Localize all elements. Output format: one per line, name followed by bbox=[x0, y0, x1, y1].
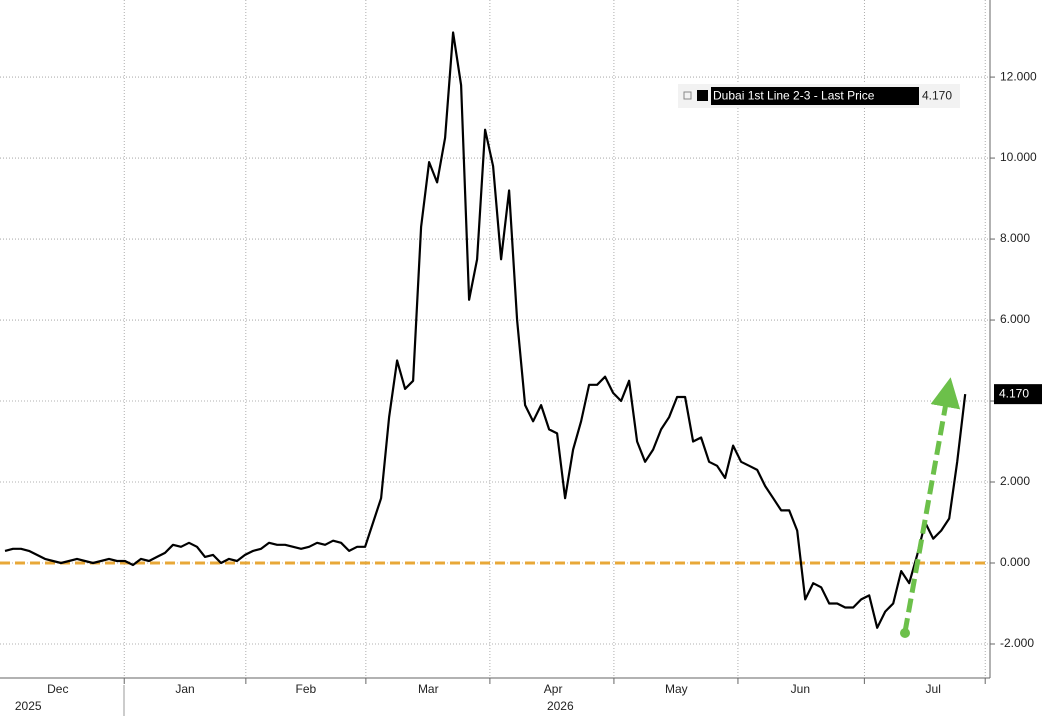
line-series bbox=[4, 31, 967, 629]
y-tick-label: -2.000 bbox=[1000, 636, 1034, 650]
annotation-arrow bbox=[902, 377, 961, 633]
last-value-tag-label: 4.170 bbox=[999, 386, 1029, 400]
y-tick-label: 10.000 bbox=[1000, 150, 1037, 164]
y-tick-label: 2.000 bbox=[1000, 474, 1030, 488]
x-tick-label: Mar bbox=[418, 682, 439, 696]
last-value-tag bbox=[994, 384, 1042, 405]
y-tick-label: 6.000 bbox=[1000, 312, 1030, 326]
y-tick-label: 8.000 bbox=[1000, 231, 1030, 245]
x-tick-label: Jan bbox=[175, 682, 194, 696]
legend-swatch bbox=[697, 90, 708, 101]
legend-label: Dubai 1st Line 2-3 - Last Price bbox=[713, 89, 875, 103]
x-tick-label: Feb bbox=[296, 682, 317, 696]
legend: Dubai 1st Line 2-3 - Last Price 4.170 bbox=[678, 84, 960, 108]
legend-toggle bbox=[683, 91, 692, 100]
y-tick-label: 12.000 bbox=[1000, 69, 1037, 83]
x-tick-label: Apr bbox=[544, 682, 563, 696]
legend-last-value: 4.170 bbox=[922, 89, 952, 103]
x-tick-label: May bbox=[665, 682, 688, 696]
year-label: 2026 bbox=[547, 699, 574, 713]
x-tick-label: Jul bbox=[926, 682, 941, 696]
y-tick-label: 0.000 bbox=[1000, 555, 1030, 569]
x-tick-label: Dec bbox=[47, 682, 68, 696]
x-tick-label: Jun bbox=[791, 682, 810, 696]
year-label: 2025 bbox=[15, 699, 42, 713]
legend-label-bg bbox=[711, 87, 919, 105]
annotation-arrow-start bbox=[900, 628, 910, 638]
